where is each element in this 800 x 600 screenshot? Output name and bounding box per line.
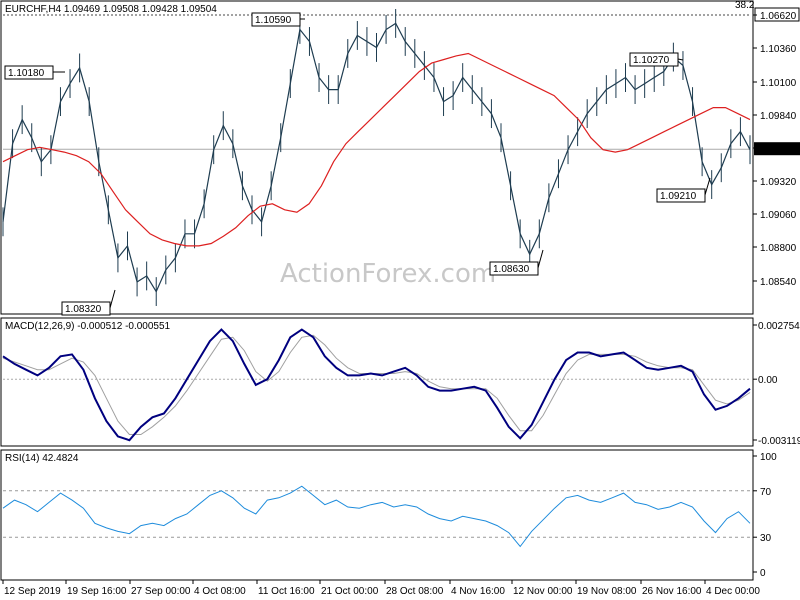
x-axis-label: 4 Oct 08:00 — [194, 586, 246, 597]
price-annotation: 1.08320 — [61, 289, 116, 316]
annotation-box — [61, 301, 111, 316]
price-axis-label: 1.10360 — [760, 44, 797, 55]
price-axis-label: 1.10100 — [760, 78, 797, 89]
rsi-axis-label: 0 — [760, 568, 766, 579]
annotation-value: 1.10590 — [255, 15, 292, 26]
rsi-axis-label: 100 — [760, 452, 777, 463]
rsi-axis-label: 70 — [760, 487, 772, 498]
x-axis-label: 27 Sep 00:00 — [131, 586, 191, 597]
x-axis-label: 26 Nov 16:00 — [642, 586, 702, 597]
macd-axis-label: 0.00 — [758, 375, 778, 386]
x-axis-label: 12 Sep 2019 — [4, 586, 61, 597]
rsi-panel — [0, 449, 754, 581]
price-annotation: 1.10180 — [4, 65, 65, 80]
x-axis-label: 11 Oct 16:00 — [258, 586, 315, 597]
annotation-leader — [704, 177, 711, 196]
price-title: EURCHF,H4 1.09469 1.09508 1.09428 1.0950… — [5, 4, 217, 15]
price-axis-label: 1.08540 — [760, 277, 797, 288]
annotation-value: 1.08320 — [65, 304, 102, 315]
price-annotation: 1.10590 — [251, 12, 305, 27]
price-annotation: 1.10270 — [629, 52, 684, 67]
annotation-value: 1.08630 — [493, 264, 530, 275]
macd-panel — [0, 317, 754, 447]
rsi-line — [2, 485, 751, 548]
annotation-box — [489, 261, 539, 276]
x-axis-label: 4 Nov 16:00 — [451, 586, 505, 597]
macd-axis-label: -0.003119 — [758, 436, 800, 447]
x-axis-label: 19 Nov 08:00 — [577, 586, 637, 597]
annotation-value: 1.10180 — [8, 68, 45, 79]
price-axis-label: 1.06620 — [760, 11, 797, 22]
current-price-label: 1.09504 — [758, 145, 795, 156]
x-axis-label: 19 Sep 16:00 — [67, 586, 127, 597]
top-right-label: 38.2 — [735, 0, 755, 11]
x-axis-label: 21 Oct 00:00 — [321, 586, 379, 597]
annotation-box — [251, 12, 301, 27]
x-axis-label: 28 Oct 08:00 — [386, 586, 444, 597]
price-annotation: 1.09210 — [656, 177, 711, 203]
macd-axis-label: 0.002754 — [758, 321, 800, 332]
annotation-leader — [109, 289, 116, 309]
annotation-box — [4, 65, 54, 80]
annotation-leader — [677, 58, 684, 61]
x-axis-label: 4 Dec 00:00 — [706, 586, 760, 597]
annotation-box — [629, 52, 679, 67]
annotation-box — [656, 188, 706, 203]
rsi-title: RSI(14) 42.4824 — [5, 453, 79, 464]
watermark: ActionForex.com — [280, 259, 496, 289]
price-axis-label: 1.09060 — [760, 210, 797, 221]
annotation-value: 1.09210 — [660, 191, 697, 202]
annotation-leader — [537, 249, 544, 269]
price-axis-label: 1.08800 — [760, 243, 797, 254]
rsi-axis-label: 30 — [760, 533, 772, 544]
price-axis-label: 1.09320 — [760, 177, 797, 188]
price-annotation: 1.08630 — [489, 249, 544, 276]
current-price-marker — [754, 142, 800, 156]
macd-line — [2, 328, 751, 442]
annotation-value: 1.10270 — [633, 55, 670, 66]
macd-title: MACD(12,26,9) -0.000512 -0.000551 — [5, 321, 171, 332]
x-axis-label: 12 Nov 00:00 — [513, 586, 573, 597]
price-axis-label: 1.09840 — [760, 111, 797, 122]
moving-average-line — [2, 52, 751, 247]
